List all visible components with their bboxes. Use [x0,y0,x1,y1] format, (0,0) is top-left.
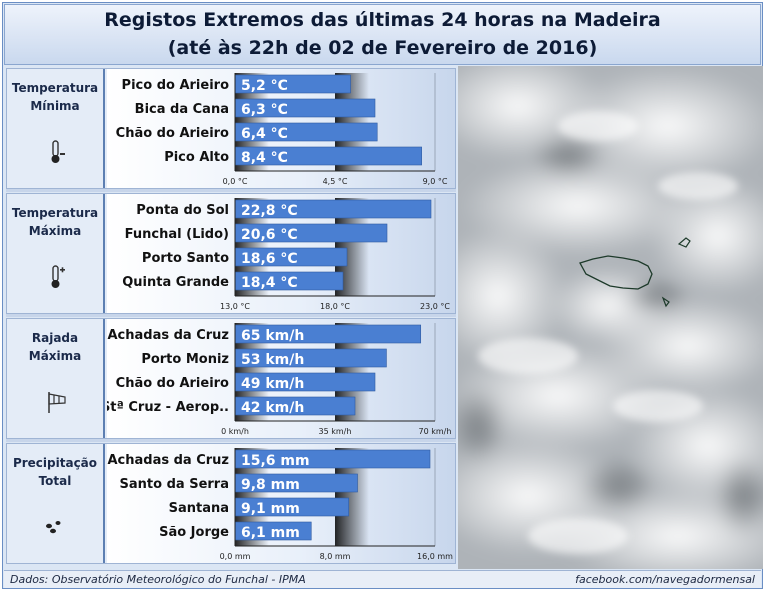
satellite-image [458,66,763,569]
data-label: 9,8 mm [241,477,300,493]
category-label: Pico do Arieiro [122,78,230,93]
tick-label: 4,5 °C [323,177,348,186]
porto-santo-island-outline [677,237,691,248]
panel-temperatura-maxima: Temperatura Máxima Ponta do Sol 22,8 °C Fu… [6,193,456,314]
tick-label: 70 km/h [419,427,452,436]
bar-chart-temperatura-maxima: Ponta do Sol 22,8 °C Funchal (Lido) 20,6 °C… [122,198,450,311]
category-label: Chão do Arieiro [116,126,229,141]
tick-label: 35 km/h [319,427,352,436]
panel-rajada-maxima: Rajada Máxima Achadas da Cruz 65 km/h Port… [6,318,456,439]
data-label: 9,1 mm [241,501,300,517]
title-line-1: Registos Extremos das últimas 24 horas n… [104,9,661,31]
data-label: 8,4 °C [241,150,288,166]
tick-label: 8,0 mm [320,552,351,561]
panel-temperatura-minima: Temperatura Mínima Pico do Arieiro 5,2 °C… [6,68,456,189]
thermometer-minus-icon [7,139,103,165]
category-label: Bica da Cana [135,102,229,117]
tick-label: 0,0 mm [220,552,251,561]
data-label: 5,2 °C [241,78,288,94]
header: Registos Extremos das últimas 24 horas n… [4,4,761,65]
data-source: Dados: Observatório Meteorológico do Fun… [10,573,306,586]
chart-area: Ponta do Sol 22,8 °C Funchal (Lido) 20,6 °C… [107,194,455,313]
category-label: Stª Cruz - Aerop.. [107,400,229,415]
category-label: Temperatura Mínima [11,81,99,113]
tick-label: 0,0 °C [223,177,248,186]
bar-chart-rajada-maxima: Achadas da Cruz 65 km/h Porto Moniz 53 km/h… [101,323,452,436]
data-label: 6,1 mm [241,525,300,541]
data-label: 49 km/h [241,376,304,392]
tick-label: 16,0 mm [417,552,453,561]
divider [6,189,456,192]
category-label: Funchal (Lido) [125,227,229,242]
category-box: Temperatura Mínima [7,69,105,188]
data-label: 65 km/h [241,328,304,344]
chart-area: Pico do Arieiro 5,2 °C Bica da Cana 6,3 °C C… [107,69,455,188]
bar-chart-temperatura-minima: Pico do Arieiro 5,2 °C Bica da Cana 6,3 °C C… [116,73,448,186]
category-box: Precipitação Total [7,444,105,563]
data-label: 42 km/h [241,400,304,416]
category-label: Temperatura Máxima [11,206,99,238]
category-label: Achadas da Cruz [107,328,229,343]
category-box: Temperatura Máxima [7,194,105,313]
facebook-link[interactable]: facebook.com/navegadormensal [575,573,755,586]
category-label: Pico Alto [164,150,229,165]
footer: Dados: Observatório Meteorológico do Fun… [4,570,761,588]
category-label: Quinta Grande [122,275,229,290]
tick-label: 9,0 °C [423,177,448,186]
data-label: 18,6 °C [241,251,298,267]
desertas-islands-outline [661,296,670,308]
tick-label: 0 km/h [221,427,249,436]
thermometer-plus-icon [7,264,103,290]
bar-chart-precipitacao-total: Achadas da Cruz 15,6 mm Santo da Serra 9,8 … [107,448,453,561]
category-label: Ponta do Sol [136,203,229,218]
category-label: Porto Moniz [141,352,229,367]
chart-area: Achadas da Cruz 15,6 mm Santo da Serra 9,8 … [107,444,455,563]
category-label: Santana [169,501,229,516]
divider [6,314,456,317]
category-label: Precipitação Total [12,456,98,488]
data-label: 6,3 °C [241,102,288,118]
category-label: Chão do Arieiro [116,376,229,391]
category-label: Santo da Serra [120,477,229,492]
data-label: 22,8 °C [241,203,298,219]
title-line-2: (até às 22h de 02 de Fevereiro de 2016) [167,37,598,59]
madeira-island-outline [579,255,653,290]
category-label: Achadas da Cruz [107,453,229,468]
chart-area: Achadas da Cruz 65 km/h Porto Moniz 53 km/h… [101,319,455,438]
category-box: Rajada Máxima [7,319,105,438]
category-label: Porto Santo [142,251,229,266]
category-label: Rajada Máxima [28,331,82,363]
tick-label: 13,0 °C [220,302,250,311]
tick-label: 23,0 °C [420,302,450,311]
data-label: 20,6 °C [241,227,298,243]
data-label: 15,6 mm [241,453,310,469]
raindrops-icon [7,514,103,540]
windsock-icon [7,389,103,415]
panel-precipitacao-total: Precipitação Total Achadas da Cruz 15,6 m… [6,443,456,564]
data-label: 6,4 °C [241,126,288,142]
divider [6,439,456,442]
category-label: São Jorge [159,525,229,540]
tick-label: 18,0 °C [320,302,350,311]
data-label: 18,4 °C [241,275,298,291]
data-label: 53 km/h [241,352,304,368]
